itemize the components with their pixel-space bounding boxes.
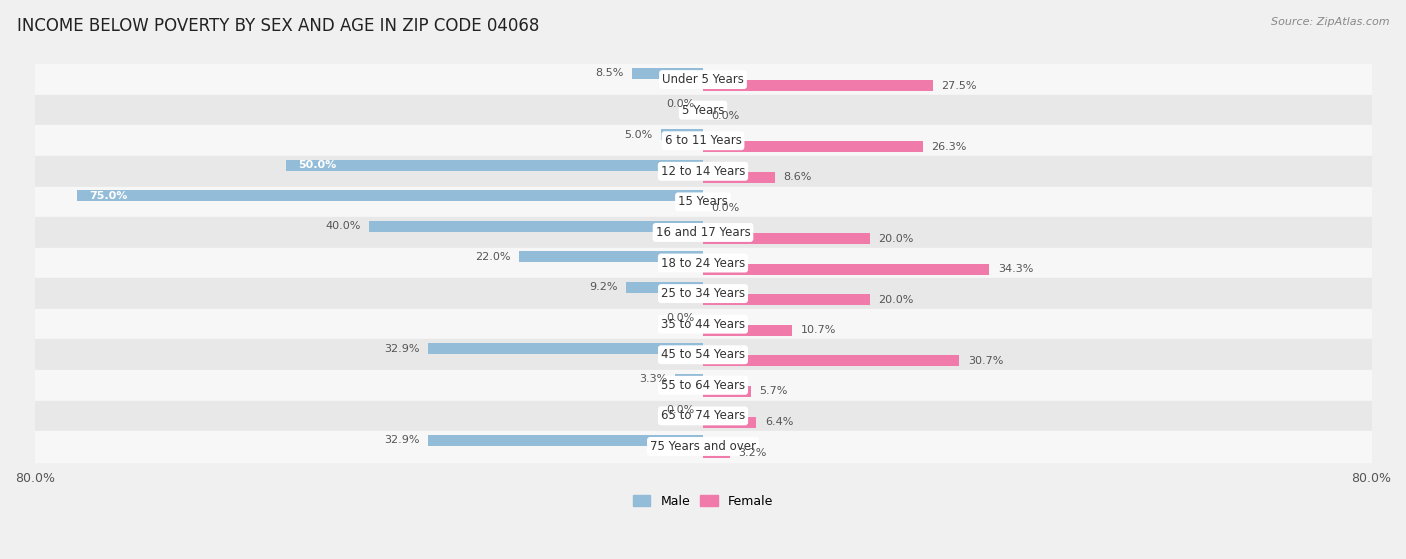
Bar [703,325,793,336]
Text: 5.0%: 5.0% [624,130,652,140]
Text: 12 to 14 Years: 12 to 14 Years [661,165,745,178]
Text: 5 Years: 5 Years [682,103,724,117]
Bar [703,233,870,244]
Bar [703,294,870,305]
Text: 9.2%: 9.2% [589,282,617,292]
Text: 0.0%: 0.0% [666,313,695,323]
Legend: Male, Female: Male, Female [628,490,778,513]
Bar [626,282,703,293]
Bar [703,264,990,274]
Text: 6 to 11 Years: 6 to 11 Years [665,134,741,147]
Text: 27.5%: 27.5% [941,80,977,91]
Text: 0.0%: 0.0% [711,203,740,213]
Bar [703,416,756,428]
Text: INCOME BELOW POVERTY BY SEX AND AGE IN ZIP CODE 04068: INCOME BELOW POVERTY BY SEX AND AGE IN Z… [17,17,540,35]
Text: Under 5 Years: Under 5 Years [662,73,744,86]
Bar [703,447,730,458]
Bar [429,343,703,354]
Text: 8.5%: 8.5% [595,69,624,78]
Text: 75.0%: 75.0% [89,191,128,201]
Text: 35 to 44 Years: 35 to 44 Years [661,318,745,331]
Text: 5.7%: 5.7% [759,386,787,396]
Text: 50.0%: 50.0% [298,160,336,170]
Text: 20.0%: 20.0% [879,295,914,305]
Text: 20.0%: 20.0% [879,234,914,244]
Text: 34.3%: 34.3% [998,264,1033,274]
Text: 25 to 34 Years: 25 to 34 Years [661,287,745,300]
Text: 0.0%: 0.0% [666,405,695,415]
Text: 45 to 54 Years: 45 to 54 Years [661,348,745,361]
Text: 0.0%: 0.0% [666,99,695,109]
Text: 75 Years and over: 75 Years and over [650,440,756,453]
Text: Source: ZipAtlas.com: Source: ZipAtlas.com [1271,17,1389,27]
Text: 8.6%: 8.6% [783,172,811,182]
Text: 15 Years: 15 Years [678,196,728,209]
Bar [661,129,703,140]
Bar [675,374,703,385]
Text: 3.3%: 3.3% [638,374,666,384]
Text: 65 to 74 Years: 65 to 74 Years [661,409,745,423]
Text: 30.7%: 30.7% [967,356,1002,366]
Text: 26.3%: 26.3% [931,142,966,152]
Text: 10.7%: 10.7% [800,325,837,335]
Bar [703,356,959,366]
Bar [703,172,775,183]
Text: 16 and 17 Years: 16 and 17 Years [655,226,751,239]
Text: 3.2%: 3.2% [738,448,766,458]
Bar [633,68,703,79]
Text: 32.9%: 32.9% [384,344,420,354]
Text: 0.0%: 0.0% [711,111,740,121]
Bar [703,386,751,397]
Text: 32.9%: 32.9% [384,435,420,446]
Bar [703,141,922,153]
Text: 6.4%: 6.4% [765,417,793,427]
Bar [519,252,703,262]
Text: 55 to 64 Years: 55 to 64 Years [661,379,745,392]
Bar [285,160,703,170]
Text: 22.0%: 22.0% [475,252,510,262]
Bar [77,190,703,201]
Text: 18 to 24 Years: 18 to 24 Years [661,257,745,269]
Text: 40.0%: 40.0% [325,221,361,231]
Bar [703,80,932,91]
Bar [368,221,703,232]
Bar [429,435,703,446]
